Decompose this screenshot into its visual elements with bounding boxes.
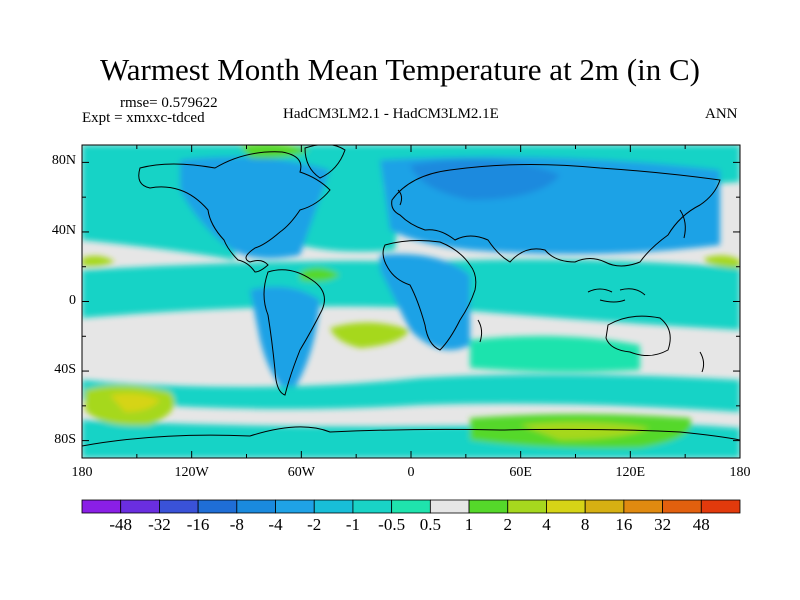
- south-america-coast: [263, 269, 325, 396]
- japan-coast: [679, 209, 686, 239]
- colorbar-label: -2: [307, 515, 322, 534]
- lat-tick-label: 80S: [54, 431, 76, 447]
- greenland-coast: [304, 145, 346, 179]
- lat-tick-label: 80N: [51, 153, 76, 169]
- colorbar-swatch: [313, 499, 354, 514]
- colorbar-label: 48: [692, 515, 710, 534]
- eurasia-coast: [391, 163, 721, 267]
- period-label: ANN: [705, 106, 738, 122]
- colorbar-label: -8: [229, 515, 244, 534]
- lon-tick-label: 60E: [509, 465, 532, 480]
- lat-tick-label: 0: [69, 292, 76, 308]
- colorbar-label: -1: [345, 515, 361, 534]
- south-atlantic-warming: [330, 322, 410, 348]
- colorbar-swatch: [546, 499, 586, 514]
- siberia-strong-cooling: [410, 159, 560, 200]
- colorbar-swatch: [275, 499, 315, 514]
- east-pacific-warming: [82, 255, 115, 267]
- lon-tick-label: 180: [729, 465, 751, 480]
- lon-tick-label: 60W: [287, 465, 315, 480]
- africa-coast: [382, 240, 477, 351]
- lat-tick-label: 40N: [51, 222, 76, 238]
- colorbar-swatch: [662, 499, 702, 514]
- colorbar-label: 1: [464, 515, 474, 534]
- lon-tick-label: 0: [407, 465, 415, 480]
- colorbar-swatch: [623, 499, 663, 514]
- colorbar-swatch: [391, 499, 431, 514]
- comparison-label: HadCM3LM2.1 - HadCM3LM2.1E: [283, 106, 499, 122]
- north-atlantic-cooling: [300, 179, 400, 252]
- colorbar-swatch: [236, 499, 276, 514]
- new-zealand-coast: [699, 351, 705, 373]
- lat-tick-label: 40S: [54, 362, 76, 378]
- north-america-coast: [138, 151, 331, 273]
- antarctica-coast: [82, 426, 740, 447]
- colorbar-swatch: [159, 499, 199, 514]
- indian-ocean-cooling: [470, 336, 640, 373]
- colorbar-swatch: [507, 499, 547, 514]
- colorbar-label: -16: [186, 515, 210, 534]
- southern-cooling-band: [82, 374, 740, 412]
- west-pacific-warming: [705, 255, 740, 268]
- chart-title: Warmest Month Mean Temperature at 2m (in…: [100, 52, 700, 87]
- axis-ticks: [81, 145, 741, 458]
- madagascar-coast: [477, 319, 483, 343]
- colorbar: [81, 499, 741, 514]
- colorbar-swatch: [81, 499, 122, 514]
- colorbar-label: -48: [109, 515, 133, 534]
- colorbar-label: 32: [654, 515, 672, 534]
- rmse-label: rmse= 0.579622: [120, 95, 218, 111]
- indonesia-coast: [587, 288, 646, 303]
- experiment-label: Expt = xmxxc-tdced: [82, 110, 205, 126]
- colorbar-label: 4: [542, 515, 551, 534]
- colorbar-label: -32: [148, 515, 171, 534]
- uk-coast: [397, 189, 403, 206]
- colorbar-label: 16: [615, 515, 633, 534]
- lon-tick-label: 180: [71, 465, 93, 480]
- colorbar-swatch: [468, 499, 509, 514]
- colorbar-label: 8: [580, 515, 590, 534]
- colorbar-label: 2: [503, 515, 513, 534]
- southern-ocean-warming-core: [520, 422, 650, 440]
- colorbar-swatch: [352, 499, 393, 514]
- colorbar-swatch: [584, 499, 625, 514]
- colorbar-swatch: [429, 499, 470, 514]
- lon-tick-label: 120E: [615, 465, 646, 480]
- colorbar-swatch: [197, 499, 238, 514]
- africa-cooling: [380, 254, 470, 350]
- colorbar-swatch: [700, 499, 741, 514]
- australia-coast: [605, 315, 671, 356]
- lon-tick-label: 120W: [174, 465, 209, 480]
- coastlines: [82, 145, 740, 447]
- colorbar-label: -4: [268, 515, 283, 534]
- colorbar-label: -0.5: [378, 515, 406, 534]
- south-pacific-warming-core: [110, 393, 160, 412]
- colorbar-label: 0.5: [419, 515, 441, 534]
- colorbar-swatch: [120, 499, 160, 514]
